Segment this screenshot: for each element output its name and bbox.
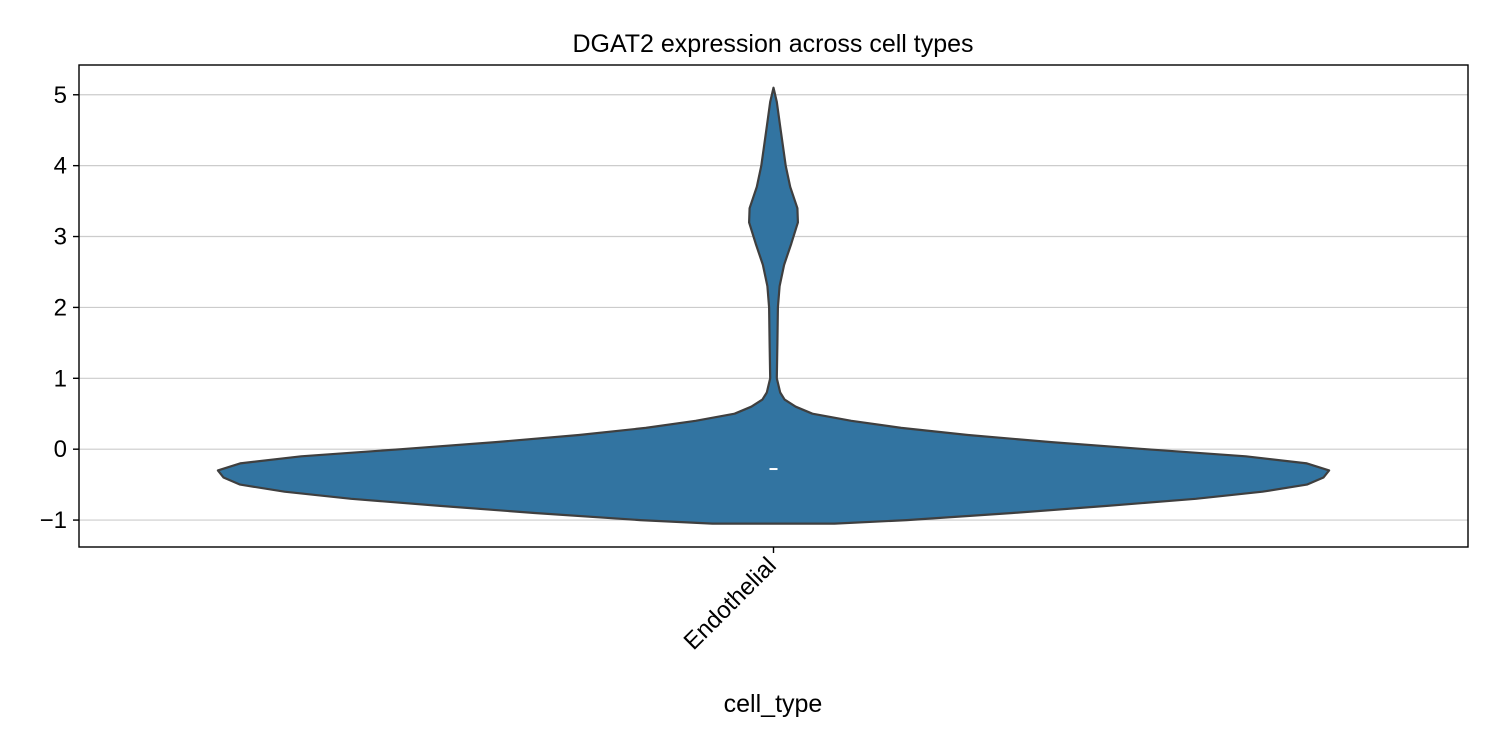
y-tick-label: 0 <box>54 436 67 463</box>
x-axis-label: cell_type <box>724 690 823 718</box>
y-tick-label: 4 <box>54 153 67 180</box>
y-tick-label: 3 <box>54 224 67 251</box>
violin-endothelial <box>216 86 1331 525</box>
x-tick-label: Endothelial <box>679 552 782 655</box>
y-tick-label: −1 <box>40 507 67 534</box>
violins <box>216 86 1331 525</box>
y-axis-ticks: −1 0 1 2 3 4 5 <box>40 82 79 534</box>
y-tick-label: 5 <box>54 82 67 109</box>
chart-title: DGAT2 expression across cell types <box>572 30 973 58</box>
x-axis-ticks: Endothelial <box>679 547 782 655</box>
y-tick-label: 1 <box>54 365 67 392</box>
y-tick-label: 2 <box>54 294 67 321</box>
